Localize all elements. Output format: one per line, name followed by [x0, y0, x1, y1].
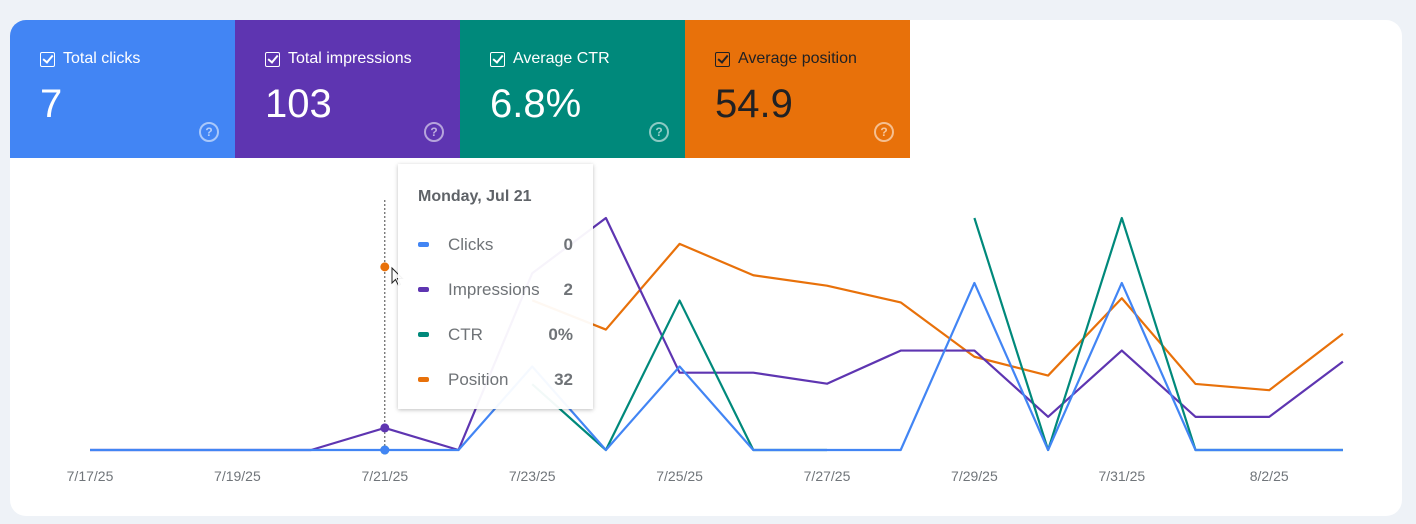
x-tick-label: 7/21/25: [361, 468, 408, 484]
tooltip-row-position: Position 32: [418, 357, 573, 402]
tooltip-value: 0: [563, 234, 573, 254]
series-line-clicks: [90, 281, 1343, 452]
metric-tile-position[interactable]: Average position 54.9 ?: [685, 20, 910, 158]
x-tick-label: 7/29/25: [951, 468, 998, 484]
x-tick-label: 7/27/25: [804, 468, 851, 484]
metric-label: Average position: [738, 50, 857, 67]
hover-point-impressions: [380, 423, 390, 433]
chart-tooltip: Monday, Jul 21 Clicks 0 Impressions 2 CTR 0…: [398, 164, 593, 409]
metric-value: 103: [265, 82, 332, 126]
performance-card: Total clicks 7 ? Total impressions 103 ?…: [10, 20, 1402, 516]
metric-tiles: Total clicks 7 ? Total impressions 103 ?…: [10, 20, 910, 158]
help-icon[interactable]: ?: [424, 122, 444, 142]
metric-label: Total impressions: [288, 50, 412, 67]
help-icon[interactable]: ?: [199, 122, 219, 142]
series-line-position: [531, 242, 1344, 392]
tooltip-row-ctr: CTR 0%: [418, 312, 573, 357]
help-icon[interactable]: ?: [874, 122, 894, 142]
metric-tile-ctr[interactable]: Average CTR 6.8% ?: [460, 20, 685, 158]
tooltip-row-clicks: Clicks 0: [418, 222, 573, 267]
legend-swatch-icon: [418, 332, 429, 337]
tooltip-value: 32: [554, 369, 573, 389]
x-tick-label: 7/17/25: [67, 468, 114, 484]
x-tick-label: 7/19/25: [214, 468, 261, 484]
metric-tile-clicks[interactable]: Total clicks 7 ?: [10, 20, 235, 158]
checkbox-icon[interactable]: [490, 51, 505, 67]
x-tick-label: 8/2/25: [1250, 468, 1289, 484]
x-tick-label: 7/23/25: [509, 468, 556, 484]
checkbox-icon[interactable]: [40, 51, 55, 67]
checkbox-icon[interactable]: [715, 51, 730, 67]
metric-label: Total clicks: [63, 50, 141, 67]
hover-point-position: [380, 262, 390, 272]
hover-point-clicks: [380, 445, 390, 455]
legend-swatch-icon: [418, 242, 429, 247]
tooltip-value: 2: [563, 279, 573, 299]
tooltip-row-impressions: Impressions 2: [418, 267, 573, 312]
checkbox-icon[interactable]: [265, 51, 280, 67]
metric-label: Average CTR: [513, 50, 610, 67]
series-line-impressions: [90, 216, 1344, 452]
metric-value: 54.9: [715, 82, 793, 126]
help-icon[interactable]: ?: [649, 122, 669, 142]
tooltip-label: Impressions: [448, 279, 540, 299]
metric-value: 6.8%: [490, 82, 582, 126]
legend-swatch-icon: [418, 377, 429, 382]
metric-value: 7: [40, 82, 63, 126]
tooltip-label: Position: [448, 369, 509, 389]
x-tick-label: 7/31/25: [1098, 468, 1145, 484]
series-line-ctr: [973, 216, 1343, 452]
tooltip-label: CTR: [448, 324, 483, 344]
metric-tile-impressions[interactable]: Total impressions 103 ?: [235, 20, 460, 158]
x-tick-label: 7/25/25: [656, 468, 703, 484]
legend-swatch-icon: [418, 287, 429, 292]
tooltip-label: Clicks: [448, 234, 494, 254]
tooltip-value: 0%: [548, 324, 573, 344]
tooltip-date: Monday, Jul 21: [418, 188, 532, 205]
